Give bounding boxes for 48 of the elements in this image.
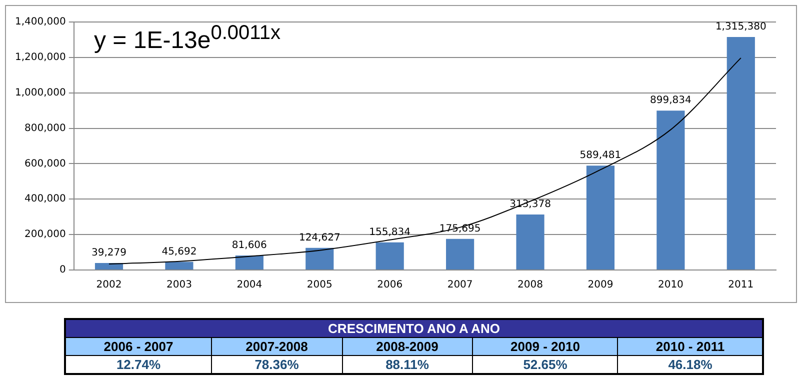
x-tick-label: 2004 [236,280,262,291]
category-label: 2008-2009 [342,338,473,356]
category-label: 2007-2008 [211,338,342,356]
bar [165,262,194,270]
bar [235,256,264,270]
x-tick-label: 2006 [377,280,403,291]
y-tick-label: 600,000 [24,158,66,170]
data-label: 124,627 [298,232,340,244]
y-tick-label: 0 [60,264,66,276]
data-label: 155,834 [369,226,411,238]
bar [516,214,544,270]
bar [726,36,755,270]
annotation: y = 1E-13e$^{0.0011x}$ [94,22,280,55]
data-label: 589,481 [580,150,622,162]
data-label: 45,692 [162,246,197,258]
y-tick-label: 1,000,000 [14,87,66,98]
x-tick-label: 2010 [658,280,684,291]
text: 52.65% [523,357,568,372]
y-tick-label: 400,000 [24,194,66,205]
text: 78.36% [254,357,299,372]
text: 46.18% [668,357,712,372]
bar [306,248,334,270]
bar [656,110,685,270]
category-label: 2009 - 2010 [472,338,618,356]
x-tick-label: 2003 [166,280,192,291]
data-label: 1,315,380 [715,22,766,33]
data-label: 39,279 [92,248,126,259]
text: CRESCIMENTO ANO A ANO [65,319,763,338]
data-label: 81,606 [232,240,267,252]
category-label: 2010 - 2011 [618,338,763,356]
x-tick-label: 2002 [96,280,122,291]
x-tick-label: 2008 [518,280,543,291]
text: 12.74% [116,357,161,372]
x-tick-label: 2011 [728,280,754,291]
bar [446,238,474,270]
bar [94,263,124,270]
y-tick-label: 1,200,000 [14,52,66,64]
bar [586,166,615,270]
y-tick-label: 800,000 [24,122,66,134]
data-label: 899,834 [650,95,692,106]
y-tick-label: 200,000 [24,229,66,240]
bar [376,242,404,270]
x-tick-label: 2009 [588,280,614,291]
x-tick-label: 2007 [447,280,473,291]
y-tick-label: 1,400,000 [14,16,66,28]
x-tick-label: 2005 [306,280,332,291]
category-label: 2006 - 2007 [65,338,212,356]
text: 88.11% [386,357,429,372]
